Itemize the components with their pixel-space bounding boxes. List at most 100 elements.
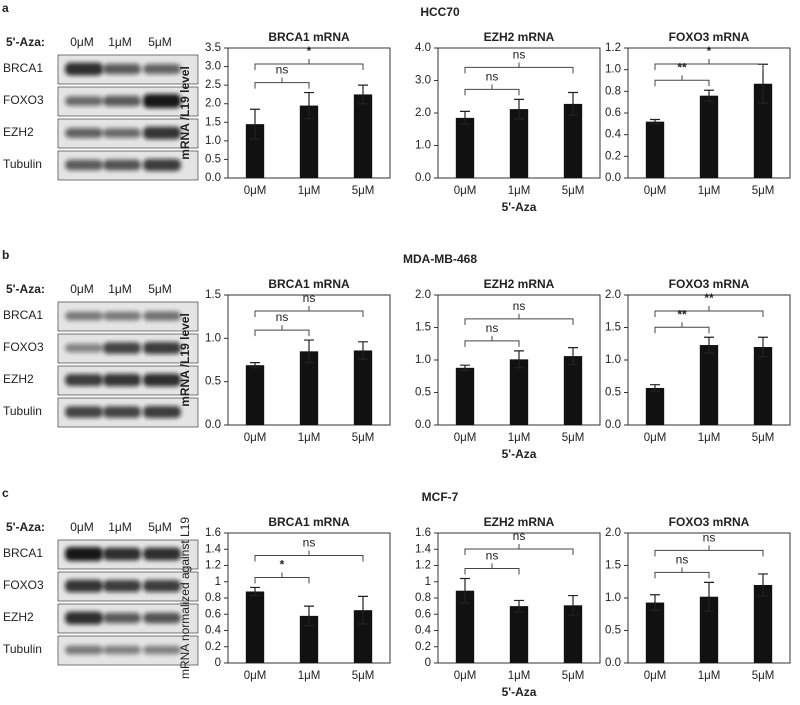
blot-band	[65, 62, 103, 76]
y-tick-label: 1.0	[415, 354, 431, 366]
error-bar	[650, 118, 660, 125]
y-tick-label: 1.6	[415, 527, 431, 539]
error-bar	[650, 594, 660, 611]
blot-band	[143, 406, 181, 418]
bar	[245, 365, 265, 425]
significance-bracket	[254, 325, 310, 337]
protein-label: FOXO3	[3, 578, 44, 592]
lane-label: 1μM	[108, 282, 132, 296]
bar	[699, 345, 719, 425]
significance-bracket	[254, 306, 364, 317]
error-bar	[650, 384, 660, 392]
x-axis-label: 5'-Aza	[502, 200, 537, 214]
y-tick-label: 0.5	[205, 153, 221, 165]
blot-band	[143, 612, 181, 624]
error-bar	[304, 91, 314, 120]
panel-label: b	[2, 248, 9, 262]
x-tick-label: 1μM	[698, 185, 721, 197]
y-tick-label: 0	[425, 657, 431, 669]
y-tick-label: 0.0	[605, 419, 621, 431]
significance-label: ns	[676, 553, 689, 567]
error-bar	[514, 98, 524, 120]
lane-label: 1μM	[108, 35, 132, 49]
y-axis-label: mRNA normalized against L19	[178, 517, 192, 679]
y-tick-label: 2.0	[415, 107, 431, 119]
y-tick-label: 0.0	[605, 172, 621, 184]
bar	[455, 367, 475, 425]
y-tick-label: 1.6	[205, 527, 221, 539]
blot-band	[65, 547, 103, 561]
significance-bracket	[654, 59, 764, 70]
error-bar	[460, 577, 470, 604]
protein-label: BRCA1	[3, 61, 43, 75]
significance-label: ns	[486, 70, 499, 84]
bar	[455, 590, 475, 663]
y-tick-label: 1	[425, 576, 431, 588]
x-tick-label: 0μM	[244, 185, 267, 197]
blot-band	[103, 406, 141, 418]
blot-band	[103, 645, 141, 655]
x-tick-label: 0μM	[644, 185, 667, 197]
y-tick-label: 0.4	[205, 625, 222, 637]
error-bar	[704, 89, 714, 102]
bar	[699, 596, 719, 663]
bar	[245, 591, 265, 663]
bar-chart: FOXO3 mRNA 0.0 0.5 1.0 1.5 2.0 0μM 1μM 5μM ** **	[605, 277, 791, 444]
error-bar	[704, 336, 714, 354]
blot-band	[143, 64, 181, 74]
y-tick-label: 2.0	[415, 289, 431, 301]
x-tick-label: 0μM	[454, 185, 477, 197]
significance-label: ns	[276, 63, 289, 77]
y-tick-label: 2.0	[205, 98, 221, 110]
y-tick-label: 0.5	[415, 387, 431, 399]
lane-label: 5μM	[148, 520, 172, 534]
x-tick-label: 1μM	[508, 432, 531, 444]
y-tick-label: 3.0	[415, 75, 431, 87]
x-tick-label: 1μM	[298, 185, 321, 197]
blot-band	[65, 406, 103, 418]
treatment-label: 5'-Aza:	[6, 35, 45, 49]
y-tick-label: 1.5	[205, 289, 221, 301]
x-tick-label: 5μM	[562, 185, 585, 197]
blot-band	[143, 342, 181, 354]
treatment-label: 5'-Aza:	[6, 520, 45, 534]
significance-label: ns	[303, 536, 316, 550]
blot-band	[103, 311, 141, 321]
panel-label: c	[2, 486, 9, 500]
error-bar	[514, 599, 524, 613]
x-tick-label: 5μM	[562, 670, 585, 682]
bar-chart: EZH2 mRNA 0.0 0.5 1.0 1.5 2.0 5'-Aza 0μM 1μM 5μM n…	[415, 277, 601, 461]
bar	[455, 117, 475, 178]
error-bar	[514, 350, 524, 369]
y-tick-label: 0.0	[415, 172, 431, 184]
significance-bracket	[654, 75, 710, 87]
error-bar	[568, 91, 578, 116]
bar	[753, 347, 773, 425]
x-tick-label: 5μM	[752, 185, 775, 197]
y-tick-label: 0.0	[415, 419, 431, 431]
significance-bracket	[464, 563, 520, 575]
significance-bracket	[254, 572, 310, 584]
bar-chart: FOXO3 mRNA 0.0 0.2 0.4 0.6 0.8 1.0 1.2 0μM 1μM 5μM…	[605, 30, 791, 197]
bar	[699, 95, 719, 178]
y-axis-label: mRNA /L19 level	[178, 66, 192, 160]
x-tick-label: 1μM	[698, 670, 721, 682]
y-tick-label: 1.2	[205, 560, 221, 572]
y-tick-label: 0.5	[205, 376, 221, 388]
protein-label: Tubulin	[3, 157, 42, 171]
blot-band	[143, 547, 181, 561]
significance-label: *	[280, 558, 285, 572]
chart-title: EZH2 mRNA	[484, 30, 555, 44]
x-tick-label: 5μM	[752, 432, 775, 444]
y-axis-label: mRNA /L19 level	[178, 313, 192, 407]
lane-label: 0μM	[70, 520, 94, 534]
error-bar	[304, 605, 314, 627]
error-bar	[460, 364, 470, 371]
significance-bracket	[654, 545, 764, 557]
blot-band	[143, 580, 181, 592]
protein-label: Tubulin	[3, 642, 42, 656]
y-tick-label: 1.5	[605, 322, 621, 334]
x-tick-label: 0μM	[644, 432, 667, 444]
blot-band	[143, 373, 181, 387]
